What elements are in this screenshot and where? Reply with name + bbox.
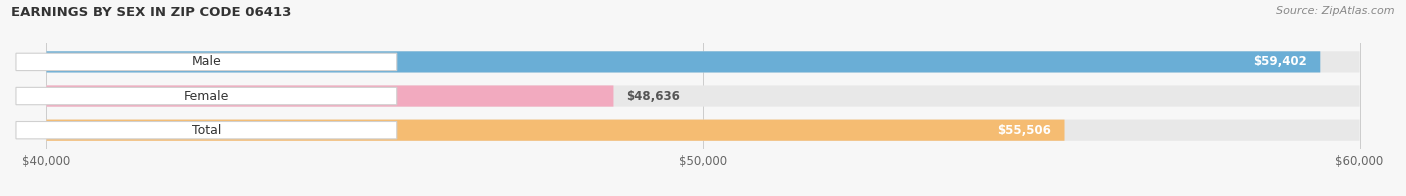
FancyBboxPatch shape xyxy=(15,53,396,71)
FancyBboxPatch shape xyxy=(46,85,613,107)
Text: $59,402: $59,402 xyxy=(1253,55,1308,68)
FancyBboxPatch shape xyxy=(15,122,396,139)
Text: $55,506: $55,506 xyxy=(997,124,1052,137)
FancyBboxPatch shape xyxy=(46,85,1360,107)
Text: $48,636: $48,636 xyxy=(627,90,681,103)
FancyBboxPatch shape xyxy=(46,120,1360,141)
Text: Female: Female xyxy=(184,90,229,103)
Text: Source: ZipAtlas.com: Source: ZipAtlas.com xyxy=(1277,6,1395,16)
FancyBboxPatch shape xyxy=(46,51,1320,73)
Text: Total: Total xyxy=(191,124,221,137)
FancyBboxPatch shape xyxy=(46,120,1064,141)
Text: Male: Male xyxy=(191,55,221,68)
FancyBboxPatch shape xyxy=(46,51,1360,73)
FancyBboxPatch shape xyxy=(15,87,396,105)
Text: EARNINGS BY SEX IN ZIP CODE 06413: EARNINGS BY SEX IN ZIP CODE 06413 xyxy=(11,6,291,19)
